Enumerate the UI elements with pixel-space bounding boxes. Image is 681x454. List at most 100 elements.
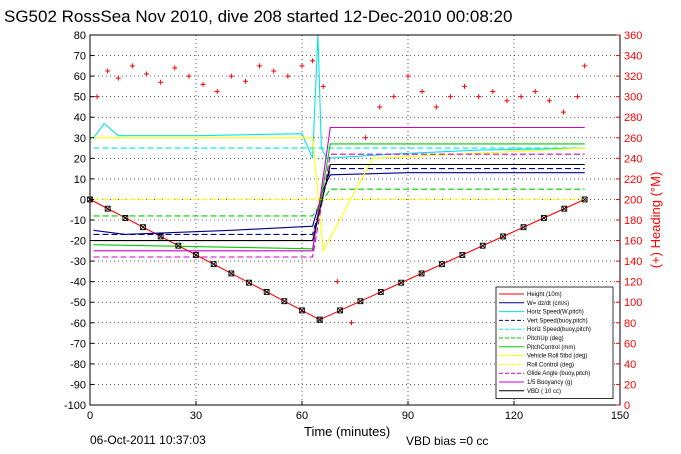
heading-point bbox=[285, 73, 291, 79]
legend-label: Roll Control (deg) bbox=[527, 362, 574, 368]
heading-point bbox=[391, 94, 397, 100]
x-tick-label: 60 bbox=[296, 410, 308, 422]
height-marker bbox=[500, 233, 507, 240]
y-right-tick-label: 300 bbox=[624, 92, 642, 104]
height-markers bbox=[87, 196, 588, 323]
y-tick-label: 70 bbox=[74, 51, 86, 63]
height-marker bbox=[377, 289, 384, 295]
heading-point bbox=[214, 89, 220, 95]
legend-label: PitchUp (deg) bbox=[527, 336, 564, 342]
height-marker bbox=[210, 261, 217, 268]
legend-label: Horiz Speed(W,pitch) bbox=[527, 310, 584, 316]
series-vbd-10-cc bbox=[93, 163, 585, 242]
y-tick-label: -100 bbox=[64, 400, 86, 412]
heading-point bbox=[299, 63, 305, 69]
height-marker bbox=[459, 252, 466, 258]
height-marker bbox=[581, 196, 588, 203]
heading-point bbox=[462, 83, 468, 89]
heading-point bbox=[144, 71, 150, 77]
heading-point bbox=[490, 89, 496, 95]
height-marker bbox=[439, 261, 445, 268]
y-right-tick-label: 320 bbox=[624, 71, 642, 83]
legend-label: Vert Speed(buoy,pitch) bbox=[527, 318, 588, 324]
legend-label: Glide Angle (buoy,pitch) bbox=[527, 371, 590, 377]
y-axis-right: 3603403203002802602402202001801601401201… bbox=[616, 30, 642, 412]
heading-point bbox=[172, 65, 178, 71]
y-tick-label: -70 bbox=[70, 338, 86, 350]
height-marker bbox=[540, 215, 547, 221]
heading-point bbox=[504, 98, 510, 104]
y-right-tick-label: 200 bbox=[624, 194, 642, 206]
height-marker bbox=[193, 252, 199, 258]
series-horiz-speed-w-pitch bbox=[93, 34, 585, 159]
footer-timestamp: 06-Oct-2011 10:37:03 bbox=[90, 433, 206, 447]
height-marker bbox=[281, 298, 288, 305]
height-marker bbox=[299, 307, 305, 314]
height-marker bbox=[263, 289, 270, 295]
heading-point bbox=[228, 73, 234, 79]
heading-point bbox=[334, 279, 340, 285]
y-right-tick-label: 240 bbox=[624, 153, 642, 165]
y-right-tick-label: 260 bbox=[624, 133, 642, 145]
heading-point bbox=[560, 109, 566, 115]
height-marker bbox=[357, 298, 364, 305]
heading-point bbox=[115, 75, 121, 81]
legend-label: Vehicle Roll 5tbd (deg) bbox=[527, 354, 587, 360]
height-marker bbox=[175, 242, 182, 249]
height-marker bbox=[316, 316, 323, 323]
series-line bbox=[93, 163, 585, 242]
heading-point bbox=[200, 81, 206, 87]
y-right-tick-label: 100 bbox=[624, 297, 642, 309]
series-line bbox=[93, 143, 585, 250]
heading-point bbox=[476, 94, 482, 100]
height-marker bbox=[520, 224, 527, 231]
height-marker bbox=[246, 279, 252, 286]
heading-point bbox=[310, 58, 316, 64]
footer-vbd-bias: VBD bias =0 cc bbox=[406, 434, 488, 448]
heading-point bbox=[532, 89, 538, 95]
height-marker bbox=[337, 307, 343, 314]
series-pitchcontrol-mm bbox=[93, 143, 585, 250]
height-marker bbox=[561, 205, 568, 212]
heading-point bbox=[433, 104, 439, 110]
heading-point bbox=[158, 79, 164, 85]
y-right-tick-label: 220 bbox=[624, 174, 642, 186]
heading-point bbox=[348, 320, 354, 326]
heading-point bbox=[419, 89, 425, 95]
heading-point bbox=[320, 83, 326, 89]
y-right-tick-label: 120 bbox=[624, 277, 642, 289]
x-tick-label: 120 bbox=[505, 410, 523, 422]
chart-title: SG502 RossSea Nov 2010, dive 208 started… bbox=[4, 7, 512, 26]
y-tick-label: 50 bbox=[74, 92, 86, 104]
heading-point bbox=[242, 78, 248, 84]
series-1-5-buoyancy-g bbox=[93, 126, 585, 252]
heading-point bbox=[129, 63, 135, 69]
heading-point bbox=[94, 94, 100, 100]
heading-point bbox=[546, 98, 552, 104]
heading-point bbox=[582, 63, 588, 69]
series-vehicle-roll-5tbd-deg bbox=[93, 137, 585, 253]
heading-point bbox=[186, 73, 192, 79]
y-tick-label: -20 bbox=[70, 236, 86, 248]
y-tick-label: 80 bbox=[74, 30, 86, 42]
heading-point bbox=[105, 68, 111, 74]
y-tick-label: 10 bbox=[74, 174, 86, 186]
heading-point bbox=[405, 73, 411, 79]
legend-box bbox=[495, 286, 614, 399]
y-tick-label: 30 bbox=[74, 133, 86, 145]
series-heading bbox=[94, 58, 588, 326]
heading-point bbox=[575, 94, 581, 100]
height-marker bbox=[104, 205, 111, 212]
y-right-tick-label: 180 bbox=[624, 215, 642, 227]
x-axis: 0 30 60 90 120 150 bbox=[87, 401, 629, 422]
height-marker bbox=[140, 224, 146, 231]
heading-point bbox=[518, 94, 524, 100]
series-glide-angle-buoy-pitch bbox=[93, 153, 585, 258]
series-line bbox=[93, 153, 585, 258]
x-tick-label: 0 bbox=[87, 410, 93, 422]
heading-point bbox=[257, 63, 263, 69]
legend-label: Horiz Speed(buoy,pitch) bbox=[527, 327, 591, 333]
y-axis-left: 80 70 60 50 40 30 20 10 0 -10 -20 -30 -40 -50 -60 -70 -8… bbox=[64, 30, 94, 412]
y-right-tick-label: 160 bbox=[624, 236, 642, 248]
x-tick-label: 30 bbox=[190, 410, 202, 422]
